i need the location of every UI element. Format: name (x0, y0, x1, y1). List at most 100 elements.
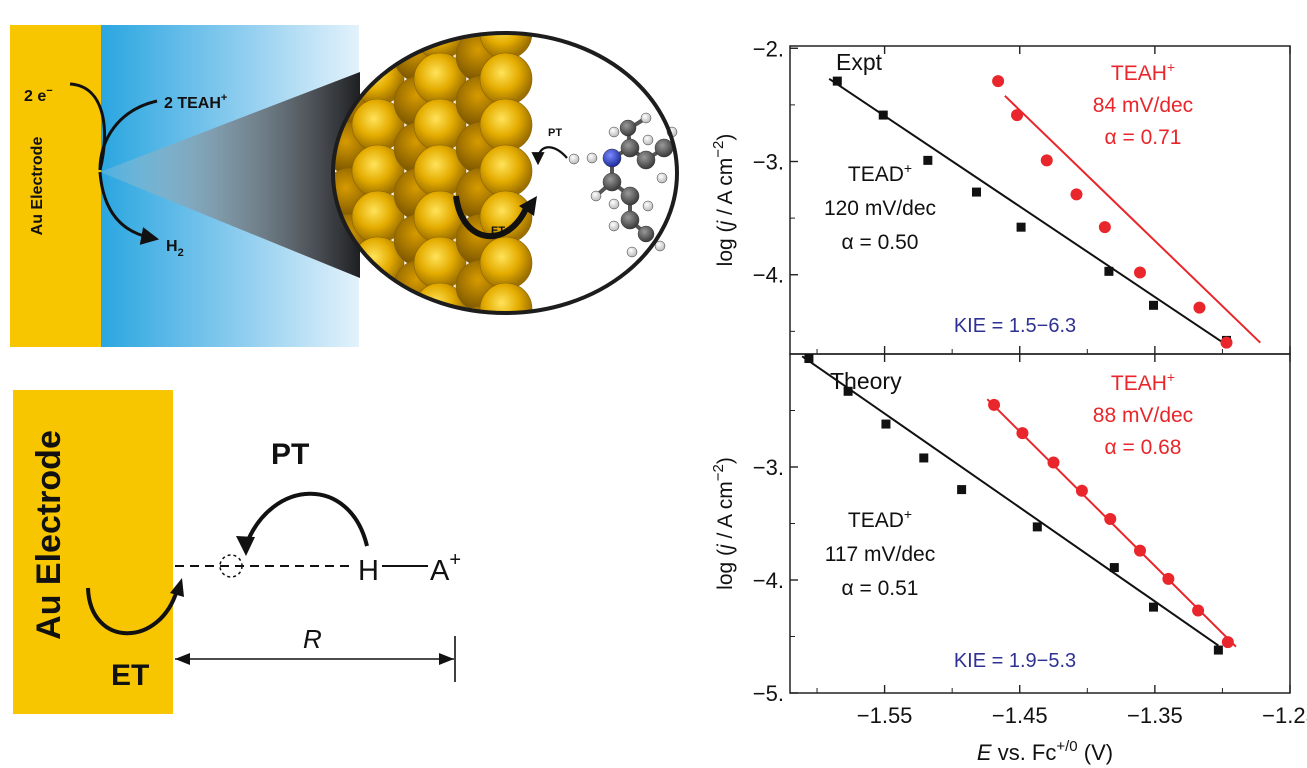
x-tick-label: −1.35 (1127, 703, 1183, 728)
data-point-circle (1220, 336, 1233, 349)
data-point-square (804, 354, 814, 364)
hydrogen-atom (568, 153, 580, 165)
proton-site (219, 554, 243, 578)
kie-annotation: KIE = 1.9−5.3 (954, 650, 1076, 672)
hydrogen-atom (590, 190, 602, 202)
electrode-bar-bottom (13, 390, 173, 714)
series-tead (801, 354, 1223, 655)
carbon-atom (620, 210, 640, 230)
data-point-square (919, 453, 929, 463)
data-point-circle (1040, 154, 1053, 167)
hydrogen-atom (626, 246, 638, 258)
h-label: H (358, 555, 379, 587)
panel-a: Au Electrode 2 e− 2 TEAH+ H2 ET PT (10, 25, 679, 381)
gold-atom (479, 282, 533, 313)
data-point-square (1016, 222, 1026, 232)
series-teah (986, 398, 1237, 649)
data-point-square (881, 419, 891, 429)
gold-atom (351, 282, 405, 313)
data-point-square (957, 485, 967, 495)
product-arrow (98, 171, 160, 245)
data-point-square (1032, 522, 1042, 532)
hydrogen-atom (656, 172, 668, 184)
gold-atom (480, 329, 532, 381)
pt-arrow-inset (531, 146, 568, 166)
y-axis-label: log (j / A cm−2) (710, 457, 737, 590)
fit-line (801, 355, 1219, 647)
pt-label: PT (271, 438, 309, 471)
data-point-circle (1016, 427, 1029, 440)
gold-atom (479, 144, 533, 198)
series-teah (992, 75, 1261, 349)
data-point-circle (1134, 544, 1146, 557)
pt-label-inset: PT (548, 127, 562, 139)
tead-annotation-slope: 117 mV/dec (825, 543, 936, 566)
hydrogen-atom (640, 112, 652, 124)
teah-annotation-name: TEAH+ (1111, 369, 1175, 395)
data-point-circle (1098, 221, 1111, 234)
data-point-square (1149, 602, 1159, 612)
carbon-atom (620, 138, 640, 158)
data-point-circle (1047, 456, 1060, 469)
gold-atom (479, 98, 533, 152)
chart-panel-2: −3. −4. −5. −1.55 −1.45 −1.35 −1.25 E vs. Fc+/0… (710, 353, 1307, 765)
hydrogen-atom (608, 220, 620, 232)
gold-atom (393, 305, 447, 313)
data-point-circle (988, 398, 1001, 411)
y-tick-label: −3. (753, 150, 784, 175)
molecule (568, 112, 678, 258)
hydrogen-atom (608, 198, 620, 210)
panel-b: Au Electrode ET H A+ PT R (13, 390, 461, 714)
pt-arrow (244, 491, 369, 547)
y-tick-label: −5. (753, 681, 784, 706)
data-point-square (878, 110, 888, 120)
hydrogen-atom (642, 200, 654, 212)
et-arrow-inset (453, 195, 531, 240)
data-point-square (832, 76, 842, 86)
data-point-circle (992, 75, 1005, 88)
zoom-ellipse-border (331, 31, 679, 315)
gold-atom (479, 52, 533, 106)
gold-atom (455, 33, 509, 37)
data-point-circle (1134, 266, 1146, 279)
y-tick-label: −4. (753, 568, 784, 593)
data-point-square (1104, 266, 1114, 276)
tead-annotation-alpha: α = 0.50 (842, 231, 919, 254)
carbon-atom (654, 138, 674, 158)
data-point-circle (1104, 512, 1117, 525)
kie-annotation: KIE = 1.5−6.3 (954, 315, 1076, 337)
carbon-atom (602, 172, 622, 192)
data-point-square (1213, 645, 1223, 655)
data-point-circle (1162, 572, 1175, 585)
hydrogen-atom (586, 152, 598, 164)
y-tick-label: −3. (753, 455, 784, 480)
y-tick-label: −4. (753, 263, 784, 288)
data-point-square (971, 187, 981, 197)
zoom-cone (100, 72, 360, 278)
r-arrowhead-left (175, 653, 190, 665)
x-tick-label: −1.25 (1262, 703, 1307, 728)
et-arrowhead (170, 578, 184, 597)
et-arrow (86, 587, 179, 636)
a-label: A+ (430, 549, 461, 587)
data-point-square (1149, 300, 1159, 310)
hydrogen-atom (654, 240, 666, 252)
carbon-atom (637, 225, 655, 243)
gold-atom (393, 33, 447, 37)
panel-title: Theory (830, 368, 902, 394)
x-tick-label: −1.45 (992, 703, 1048, 728)
data-point-circle (1011, 109, 1024, 122)
teah-annotation-slope: 88 mV/dec (1093, 404, 1193, 427)
carbon-atom (620, 186, 640, 206)
data-point-circle (1193, 301, 1206, 314)
r-arrowhead-right (439, 653, 454, 665)
electrons-label: 2 e− (24, 85, 53, 105)
data-point-circle (1192, 604, 1205, 617)
panel-title: Expt (836, 49, 883, 75)
carbon-atom (619, 119, 637, 137)
data-point-square (923, 155, 933, 165)
charts: −2. −3. −4. log (j / A cm−2) Expt TEAD+ 120 mV… (710, 36, 1307, 765)
y-axis-label: log (j / A cm−2) (710, 134, 737, 267)
gold-atom (479, 236, 533, 290)
